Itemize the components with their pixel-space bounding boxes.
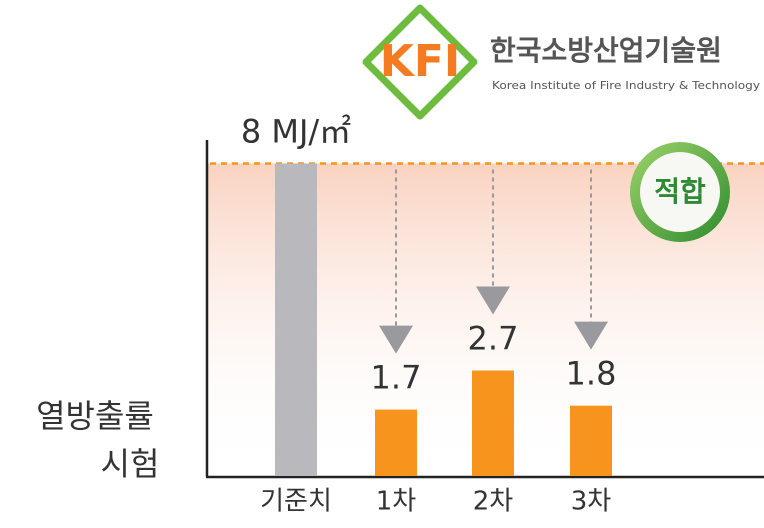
arrow-head	[574, 321, 608, 350]
x-tick-label: 2차	[473, 487, 514, 517]
bar	[375, 409, 417, 476]
x-tick-label: 기준치	[260, 487, 332, 517]
arrow-head	[379, 325, 413, 354]
bar	[275, 163, 317, 476]
value-label: 1.8	[566, 355, 617, 393]
organization: 한국소방산업기술원	[490, 34, 722, 67]
value-label: 1.7	[371, 359, 422, 397]
value-label: 8 MJ/㎡	[241, 112, 351, 150]
organization-en: Korea Institute of Fire Industry & Techn…	[492, 80, 760, 92]
value-label: 2.7	[468, 320, 519, 358]
y-axis-label: 시험	[101, 445, 160, 483]
y-axis-label: 열방출률	[36, 397, 154, 435]
logo-frame	[362, 4, 478, 120]
badge-center	[640, 152, 720, 232]
arrow-head	[476, 286, 510, 315]
x-tick-label: 3차	[571, 487, 612, 517]
logo: KFI	[380, 36, 461, 87]
bar	[570, 405, 612, 476]
badge: 적합	[654, 175, 706, 208]
bar	[472, 370, 514, 476]
x-tick-label: 1차	[376, 487, 417, 517]
